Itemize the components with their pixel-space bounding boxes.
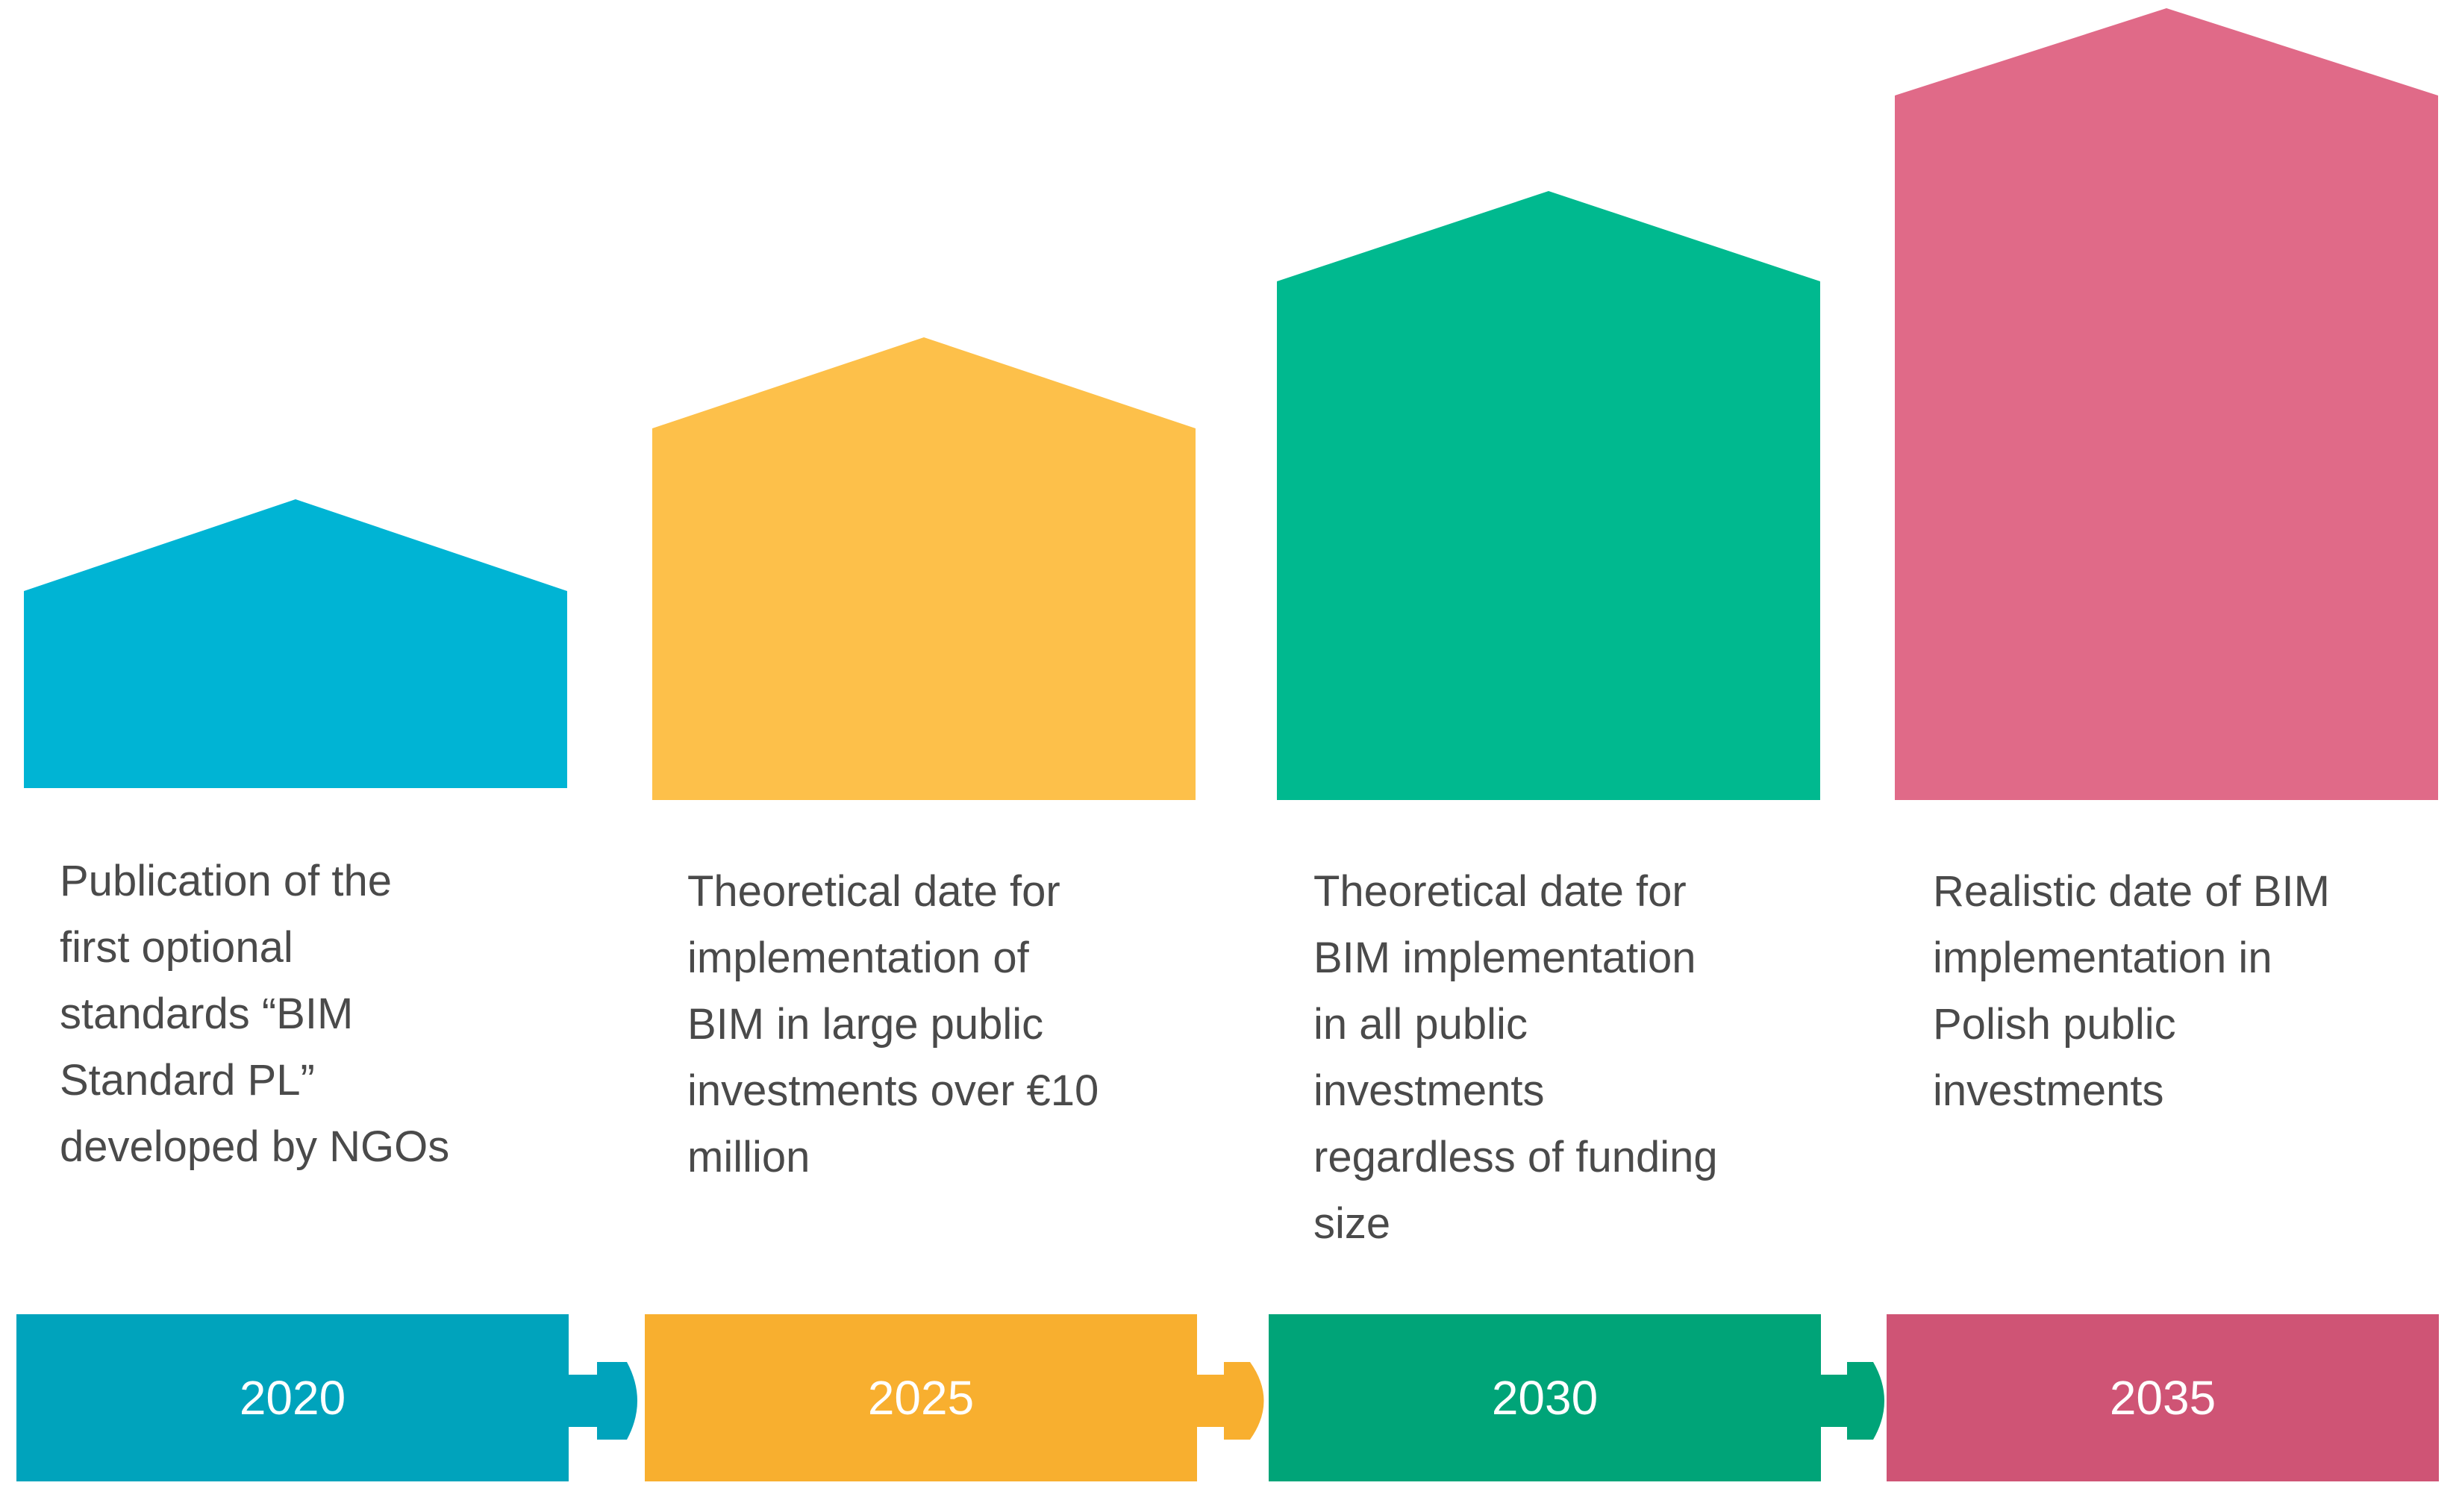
milestone-description-2020: Publication of the first optional standa… [60, 857, 450, 1171]
year-bar-background [1887, 1314, 2439, 1481]
year-bar-background [16, 1314, 569, 1481]
house-2035 [1895, 8, 2438, 800]
connector-2020-2025 [567, 1362, 637, 1440]
milestone-description-2035: Realistic date of BIM implementation in … [1933, 867, 2330, 1115]
year-label: 2025 [868, 1371, 974, 1425]
connector-2025-2030 [1194, 1362, 1264, 1440]
year-bar-2020: 2020 [16, 1314, 569, 1481]
milestone-description-2025: Theoretical date for implementation of B… [687, 867, 1099, 1181]
milestone-description-2030: Theoretical date for BIM implementation … [1313, 867, 1718, 1248]
connector-2030-2035 [1817, 1362, 1884, 1440]
connector-arrowhead [1224, 1362, 1264, 1440]
year-label: 2035 [2110, 1371, 2216, 1425]
house-2025 [652, 337, 1196, 800]
year-bar-2035: 2035 [1887, 1314, 2439, 1481]
year-bar-background [645, 1314, 1197, 1481]
year-bar-background [1269, 1314, 1821, 1481]
house-2030 [1277, 191, 1820, 800]
house-2020 [24, 499, 567, 788]
year-bar-2030: 2030 [1269, 1314, 1821, 1481]
connector-arrowhead [597, 1362, 637, 1440]
connector-arrowhead [1847, 1362, 1884, 1440]
year-label: 2020 [240, 1371, 346, 1425]
year-label: 2030 [1492, 1371, 1598, 1425]
year-bar-2025: 2025 [645, 1314, 1197, 1481]
